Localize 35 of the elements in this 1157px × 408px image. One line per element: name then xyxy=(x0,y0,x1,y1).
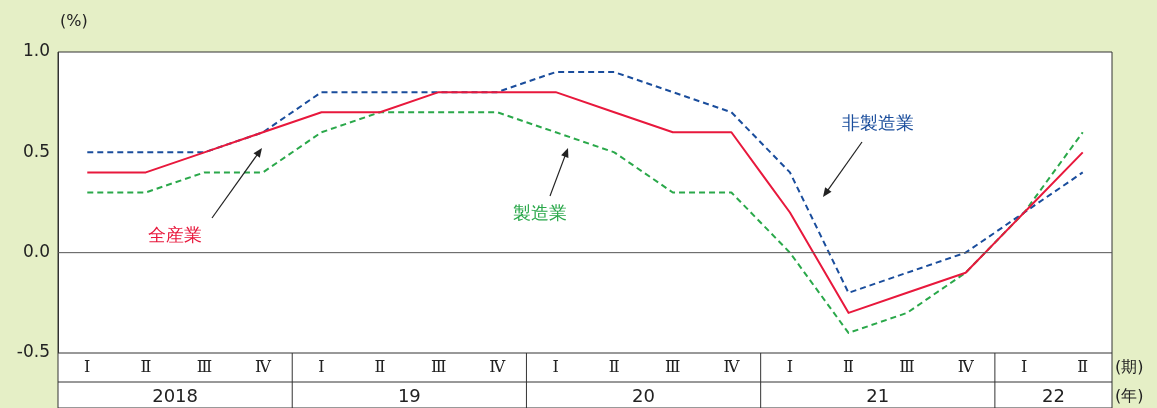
x-tick-label: Ⅰ xyxy=(786,356,794,376)
y-tick-label: 0.0 xyxy=(22,241,50,262)
x-tick-label: Ⅱ xyxy=(374,356,386,376)
x-tick-label: Ⅰ xyxy=(84,356,91,376)
text: 19 xyxy=(397,384,421,406)
x-tick-label: Ⅲ xyxy=(430,356,447,376)
text: 22 xyxy=(1041,384,1065,406)
x-tick-label: Ⅱ xyxy=(140,356,152,376)
y-tick-label: 0.5 xyxy=(22,140,50,161)
x-tick-label: Ⅱ xyxy=(608,356,620,376)
x-tick-label: Ⅳ xyxy=(489,356,507,376)
x-tick-label: Ⅳ xyxy=(723,356,741,376)
x-tick-label: Ⅱ xyxy=(1077,356,1089,376)
text: 製造業 xyxy=(513,201,567,223)
x-tick-label: Ⅲ xyxy=(899,356,915,376)
x-tick-label: Ⅰ xyxy=(318,356,325,376)
text: 21 xyxy=(866,384,890,406)
y-axis-title: (%) xyxy=(60,11,88,31)
text: 20 xyxy=(632,384,656,406)
x-tick-label: Ⅳ xyxy=(957,356,975,376)
x-tick-label: Ⅲ xyxy=(665,356,681,376)
y-tick-label: -0.5 xyxy=(16,341,50,362)
text: 2018 xyxy=(152,384,199,406)
line-series xyxy=(86,111,1084,334)
x-tick-label: Ⅱ xyxy=(843,356,854,376)
text: (年) xyxy=(1115,386,1144,406)
x-tick-label: Ⅰ xyxy=(552,356,559,376)
text: 非製造業 xyxy=(842,111,914,133)
text: 全産業 xyxy=(148,223,202,245)
x-tick-label: Ⅲ xyxy=(196,356,213,376)
x-tick-label: Ⅰ xyxy=(1021,356,1028,376)
line-series xyxy=(86,71,1084,294)
x-tick-label: Ⅳ xyxy=(254,356,272,376)
x-axis-title: (期) xyxy=(1115,356,1144,376)
y-tick-label: 1.0 xyxy=(22,40,50,61)
